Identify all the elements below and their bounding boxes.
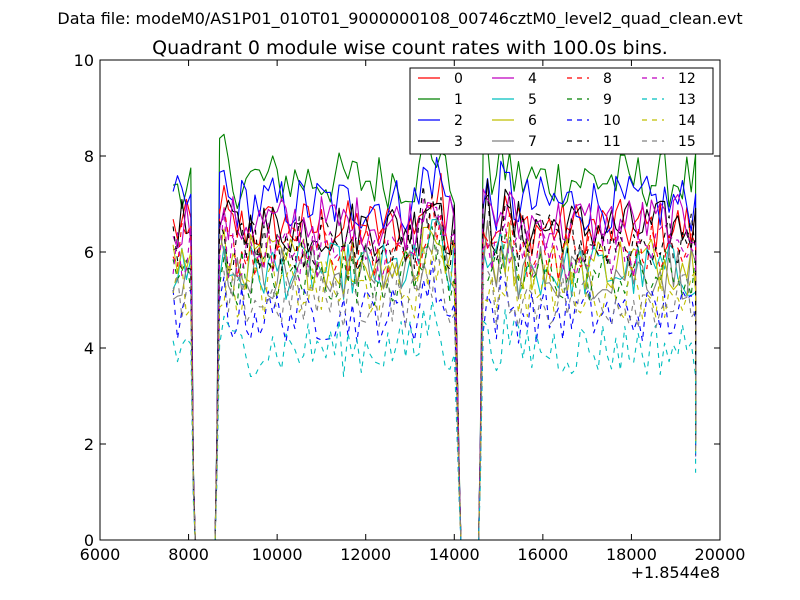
series-layer xyxy=(172,133,697,540)
ticks-layer: 6000 8000 10000 12000 14000 16000 18000 20000 0 2… xyxy=(74,51,746,564)
legend-label-1: 1 xyxy=(454,92,463,108)
x-tick-label: 12000 xyxy=(340,545,391,564)
y-tick-label: 8 xyxy=(84,147,94,166)
series-line-4 xyxy=(172,188,697,540)
legend-label-4: 4 xyxy=(528,71,537,87)
chart-title: Quadrant 0 module wise count rates with … xyxy=(152,37,668,59)
y-tick-label: 0 xyxy=(84,531,94,550)
legend-label-7: 7 xyxy=(528,134,537,150)
series-line-13 xyxy=(172,300,697,540)
x-tick-label: 14000 xyxy=(429,545,480,564)
legend-label-13: 13 xyxy=(678,92,696,108)
x-tick-label: 18000 xyxy=(606,545,657,564)
y-tick-label: 4 xyxy=(84,339,94,358)
legend-label-14: 14 xyxy=(678,113,696,129)
legend-label-10: 10 xyxy=(603,113,621,129)
legend-label-15: 15 xyxy=(678,134,696,150)
series-line-11 xyxy=(172,185,697,540)
legend-label-2: 2 xyxy=(454,113,463,129)
x-tick-label: 8000 xyxy=(168,545,209,564)
legend-label-6: 6 xyxy=(528,113,537,129)
series-line-3 xyxy=(172,179,697,540)
legend-label-9: 9 xyxy=(603,92,612,108)
series-line-10 xyxy=(172,260,697,540)
series-line-7 xyxy=(172,216,697,540)
legend-label-3: 3 xyxy=(454,134,463,150)
plot-frame xyxy=(99,59,721,541)
series-line-12 xyxy=(172,199,697,540)
legend-label-12: 12 xyxy=(678,71,696,87)
series-line-2 xyxy=(172,156,697,540)
legend-box xyxy=(409,67,714,155)
x-tick-label: 20000 xyxy=(695,545,746,564)
x-tick-label: 6000 xyxy=(80,545,121,564)
chart-suptitle: Data file: modeM0/AS1P01_010T01_90000001… xyxy=(57,9,742,29)
y-tick-label: 10 xyxy=(74,51,94,70)
y-tick-label: 2 xyxy=(84,435,94,454)
series-line-1 xyxy=(172,133,697,540)
x-tick-label: 10000 xyxy=(252,545,303,564)
legend-label-5: 5 xyxy=(528,92,537,108)
legend-label-0: 0 xyxy=(454,71,463,87)
series-line-8 xyxy=(172,195,697,540)
y-tick-label: 6 xyxy=(84,243,94,262)
x-tick-label: 16000 xyxy=(517,545,568,564)
legend-label-8: 8 xyxy=(603,71,612,87)
series-line-9 xyxy=(172,226,697,540)
legend-label-11: 11 xyxy=(603,134,621,150)
x-offset-label: +1.8544e8 xyxy=(631,563,720,582)
